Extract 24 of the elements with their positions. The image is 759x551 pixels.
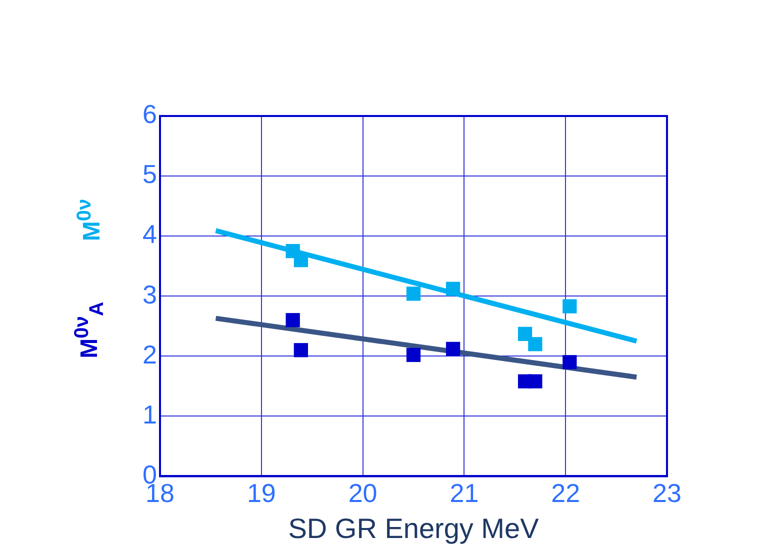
x-tick-label: 19 xyxy=(246,478,276,508)
point xyxy=(406,348,421,362)
point xyxy=(562,355,577,370)
point xyxy=(528,374,542,388)
y-tick-label: 1 xyxy=(142,399,157,430)
y-tick-label: 6 xyxy=(142,99,157,130)
point xyxy=(528,337,542,352)
point xyxy=(562,299,577,314)
y-tick-label: 5 xyxy=(142,159,157,190)
point xyxy=(294,253,308,268)
x-axis-title: SD GR Energy MeV xyxy=(288,512,540,544)
y-tick-label: 3 xyxy=(142,279,157,310)
point xyxy=(518,326,532,341)
x-tick-label: 21 xyxy=(450,478,479,508)
point xyxy=(446,282,460,296)
y-tick-label: 4 xyxy=(142,219,157,250)
point xyxy=(446,342,460,356)
point xyxy=(406,286,421,301)
x-tick-label: 23 xyxy=(652,478,682,508)
point xyxy=(294,343,308,358)
point xyxy=(286,313,300,328)
x-tick-label: 20 xyxy=(348,478,378,508)
x-tick-label: 22 xyxy=(551,478,580,508)
y-tick-label: 2 xyxy=(142,339,157,370)
